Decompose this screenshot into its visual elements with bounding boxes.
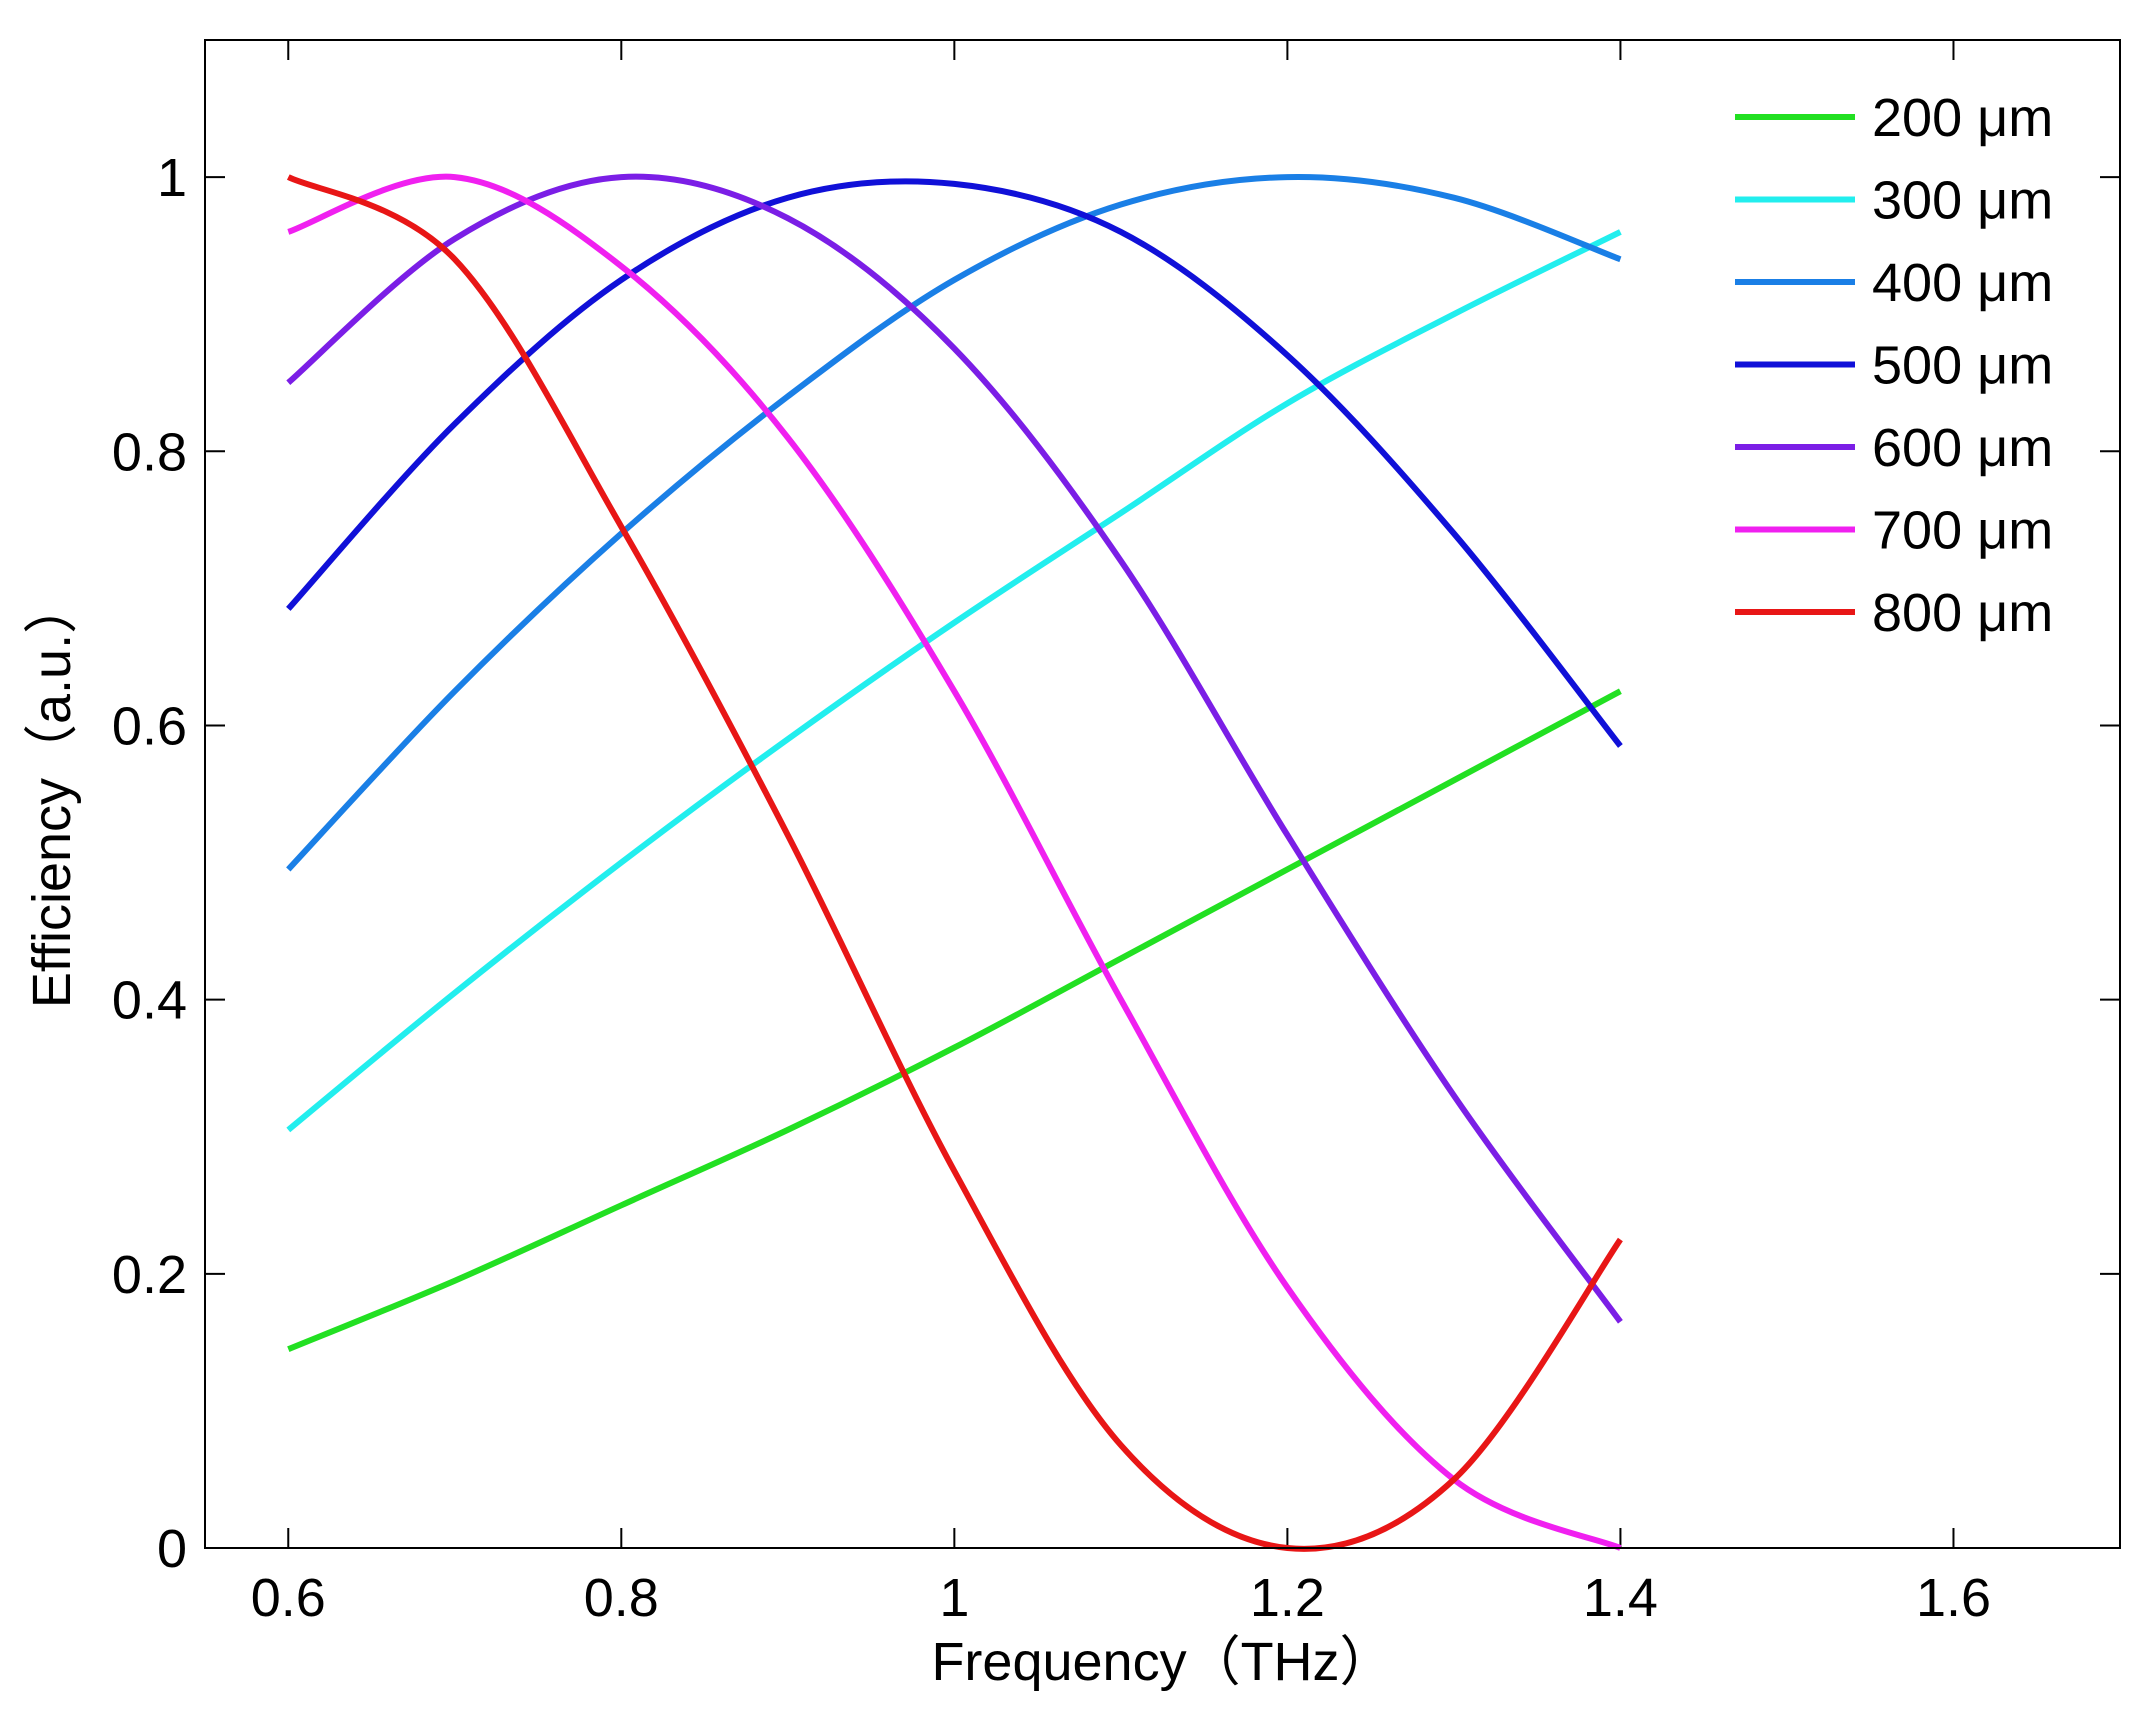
legend-label-5: 600 μm [1872, 418, 2053, 478]
plot-frame [204, 39, 2121, 1549]
x-tick-label: 1.6 [1916, 1568, 1991, 1628]
tick-label-layer: 0.6 0.8 1 1.2 1.4 1.6 0 0.2 0.4 0.6 0.8 1 [112, 148, 1991, 1628]
x-tick-label: 1.2 [1250, 1568, 1325, 1628]
y-tick-label: 0.2 [112, 1245, 187, 1305]
y-tick-label: 0.4 [112, 971, 187, 1031]
x-tick-label: 0.8 [584, 1568, 659, 1628]
legend-label-4: 500 μm [1872, 336, 2053, 396]
ticks-layer [205, 40, 2120, 1549]
legend-label-3: 400 μm [1872, 253, 2053, 313]
x-tick-label: 0.6 [251, 1568, 326, 1628]
series-line-5 [286, 173, 1623, 1324]
series-line-4 [286, 178, 1623, 748]
series-line-1 [287, 688, 1622, 1352]
y-tick-label: 0 [157, 1519, 187, 1579]
series-line-7 [286, 174, 1623, 1552]
x-tick-label: 1.4 [1583, 1568, 1658, 1628]
series-line-3 [286, 173, 1622, 872]
x-axis-title: Frequency（THz） [931, 1632, 1393, 1692]
y-tick-label: 1 [157, 148, 187, 208]
legend-label-6: 700 μm [1872, 501, 2053, 561]
y-tick-label: 0.8 [112, 422, 187, 482]
legend: 200 μm 300 μm 400 μm 500 μm 600 μm 700 μm 800 … [1735, 88, 2053, 643]
legend-label-2: 300 μm [1872, 171, 2053, 231]
series-line-2 [286, 229, 1622, 1133]
x-tick-label: 1 [939, 1568, 969, 1628]
y-axis-title: Efficiency（a.u.） [22, 580, 82, 1008]
legend-label-7: 800 μm [1872, 583, 2053, 643]
series-line-6 [287, 173, 1622, 1551]
series-layer [286, 173, 1623, 1552]
legend-label-1: 200 μm [1872, 88, 2053, 148]
y-tick-label: 0.6 [112, 696, 187, 756]
